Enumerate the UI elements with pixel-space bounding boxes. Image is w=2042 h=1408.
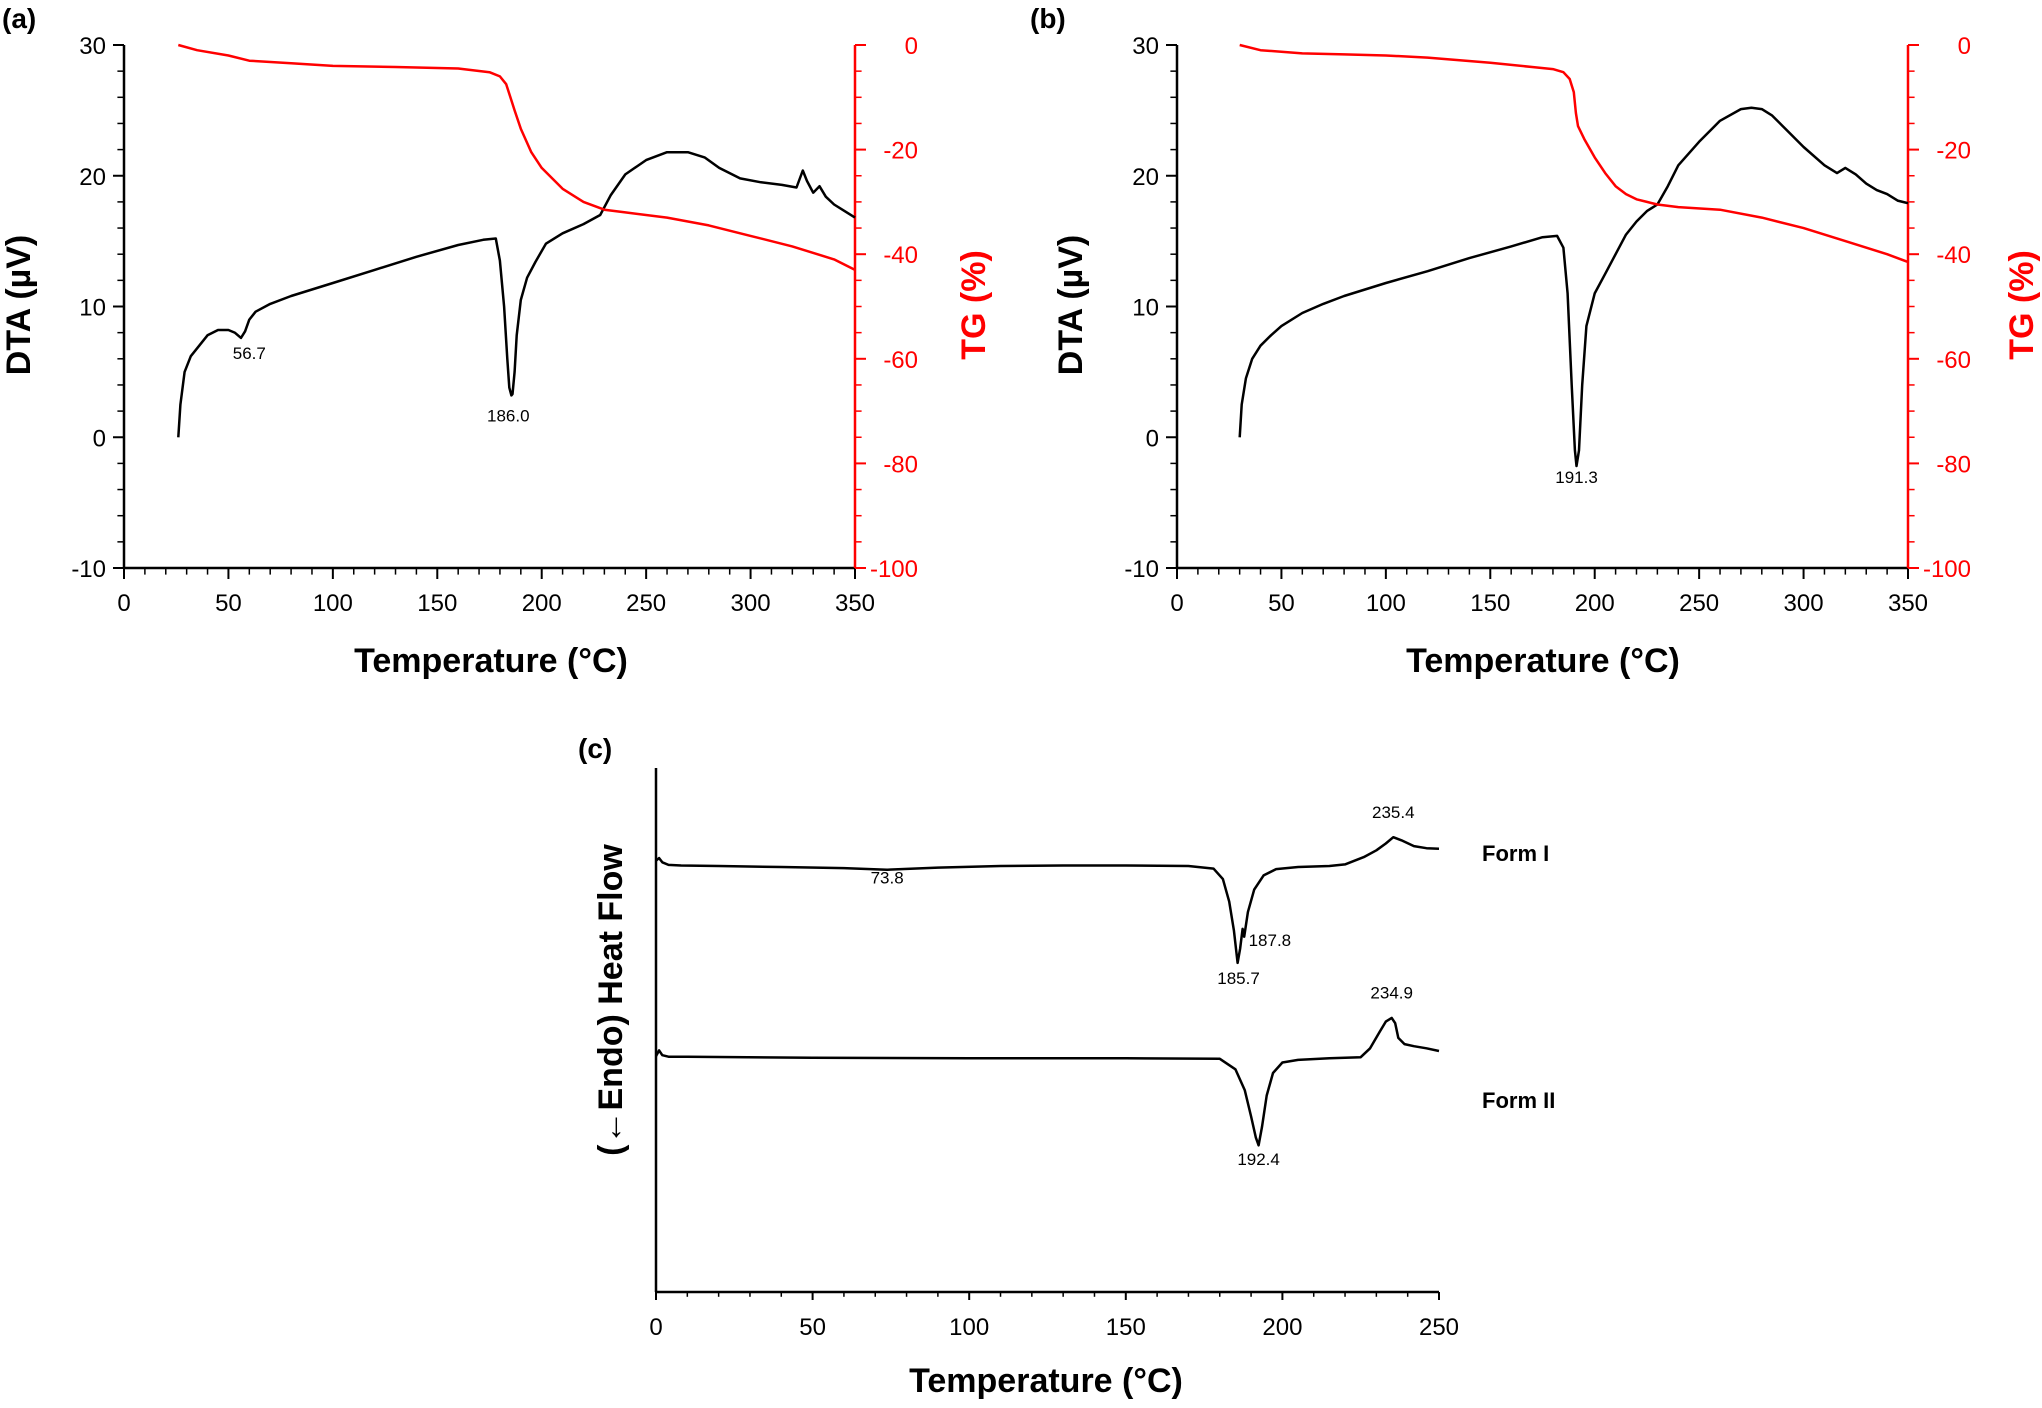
panel-a: (a) 0 50 100 150 200 250 300 350-100102030-100-…	[0, 3, 993, 680]
series-line-dta-b	[1238, 106, 1909, 468]
x-tick-label-a: 50	[215, 590, 242, 617]
x-axis-title-c: Temperature (°C)	[909, 1362, 1183, 1400]
y-tick-label-a: -10	[71, 556, 106, 583]
data-label-a: 56.7	[233, 344, 266, 363]
x-tick-label-a: 250	[626, 590, 666, 617]
series-line-dta-a	[177, 150, 856, 438]
y-tick-label-a: 20	[79, 164, 106, 191]
y-tick-label-a: 0	[93, 425, 106, 452]
y-tick-label-a: 30	[79, 33, 106, 60]
x-axis-title-a: Temperature (°C)	[354, 642, 628, 680]
x-tick-label-c: 200	[1262, 1314, 1302, 1341]
y2-tick-label-a: -20	[883, 138, 918, 165]
x-tick-label-b: 150	[1470, 590, 1510, 617]
x-tick-label-c: 50	[799, 1314, 826, 1341]
data-label-c: 185.7	[1217, 969, 1260, 988]
y-axis-title-b: DTA (µV)	[1052, 235, 1090, 375]
x-tick-label-c: 100	[949, 1314, 989, 1341]
y-tick-label-b: 0	[1146, 425, 1159, 452]
y2-tick-label-b: -40	[1936, 242, 1971, 269]
x-tick-label-a: 300	[731, 590, 771, 617]
x-tick-label-c: 150	[1106, 1314, 1146, 1341]
plot-area-a: 0 50 100 150 200 250 300 350-100102030-100-80-6…	[71, 33, 918, 617]
panel-c: (c) 0 50 100 150 200 250 235.4 73.8 187.8 185.7 23…	[578, 733, 1555, 1400]
y2-tick-label-a: -100	[870, 556, 918, 583]
x-tick-label-b: 200	[1575, 590, 1615, 617]
x-axis-title-b: Temperature (°C)	[1406, 642, 1680, 680]
y2-axis-title-a: TG (%)	[955, 250, 993, 360]
x-tick-label-b: 50	[1268, 590, 1295, 617]
plot-area-b: 0 50 100 150 200 250 300 350-100102030-100-80-6…	[1124, 33, 1971, 617]
x-tick-label-a: 350	[835, 590, 875, 617]
x-tick-label-b: 100	[1366, 590, 1406, 617]
series-line-tg-a	[177, 43, 856, 272]
x-tick-label-a: 150	[417, 590, 457, 617]
series-line-form-i-c	[655, 835, 1440, 965]
panel-label-b: (b)	[1030, 3, 1066, 34]
data-label-c: 192.4	[1237, 1150, 1280, 1169]
panel-b: (b) 0 50 100 150 200 250 300 350-100102030-100-…	[1030, 3, 2041, 680]
x-tick-label-c: 250	[1419, 1314, 1459, 1341]
series-label-form-i: Form I	[1482, 841, 1549, 866]
data-label-c: 187.8	[1249, 931, 1292, 950]
y2-tick-label-b: -100	[1923, 556, 1971, 583]
x-tick-label-c: 0	[649, 1314, 662, 1341]
series-line-form-ii-c	[654, 1016, 1440, 1147]
y2-tick-label-a: -80	[883, 451, 918, 478]
y-tick-label-b: 20	[1132, 164, 1159, 191]
plot-area-c: 0 50 100 150 200 250 235.4 73.8 187.8 185.7 234.9 1…	[649, 768, 1459, 1341]
y2-tick-label-b: -80	[1936, 451, 1971, 478]
panel-label-c: (c)	[578, 733, 612, 764]
x-tick-label-b: 300	[1784, 590, 1824, 617]
x-tick-label-b: 0	[1170, 590, 1183, 617]
data-label-b: 191.3	[1555, 468, 1598, 487]
y-tick-label-b: -10	[1124, 556, 1159, 583]
y-axis-title-c: (←Endo) Heat Flow	[592, 844, 630, 1156]
x-tick-label-b: 250	[1679, 590, 1719, 617]
y-tick-label-a: 10	[79, 295, 106, 322]
y2-tick-label-a: 0	[905, 33, 918, 60]
y2-tick-label-b: 0	[1958, 33, 1971, 60]
x-tick-label-a: 0	[117, 590, 130, 617]
x-tick-label-b: 350	[1888, 590, 1928, 617]
data-label-c: 73.8	[871, 868, 904, 887]
x-tick-label-a: 100	[313, 590, 353, 617]
y-tick-label-b: 10	[1132, 295, 1159, 322]
series-label-form-ii: Form II	[1482, 1088, 1555, 1113]
y-tick-label-b: 30	[1132, 33, 1159, 60]
y2-axis-title-b: TG (%)	[2003, 250, 2041, 360]
y2-tick-label-b: -20	[1936, 138, 1971, 165]
x-tick-label-a: 200	[522, 590, 562, 617]
panel-label-a: (a)	[2, 3, 36, 34]
y2-tick-label-a: -40	[883, 242, 918, 269]
data-label-c: 234.9	[1370, 984, 1413, 1003]
series-line-tg-b	[1239, 43, 1909, 264]
y2-tick-label-b: -60	[1936, 347, 1971, 374]
y-axis-title-a: DTA (µV)	[0, 235, 38, 375]
data-label-a: 186.0	[487, 407, 530, 426]
data-label-c: 235.4	[1372, 803, 1415, 822]
y2-tick-label-a: -60	[883, 347, 918, 374]
